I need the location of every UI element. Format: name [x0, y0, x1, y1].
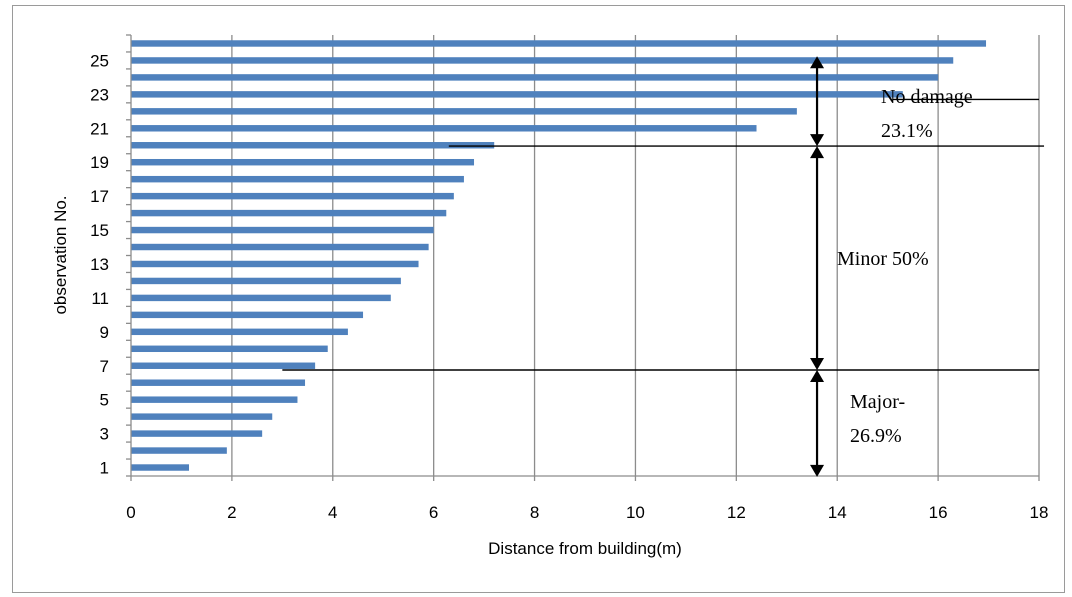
minor-arrow-head-top	[810, 146, 825, 159]
bars	[131, 40, 987, 471]
y-tick-label-5: 5	[100, 391, 109, 410]
bar-obs-2	[131, 447, 227, 454]
bar-obs-10	[131, 311, 364, 319]
x-tick-label-4: 4	[328, 503, 337, 522]
bar-obs-8	[131, 345, 328, 353]
bar-obs-13	[131, 260, 419, 268]
x-tick-label-14: 14	[828, 503, 847, 522]
annotation-no-damage-percent: 23.1%	[881, 120, 933, 142]
y-tick-label-19: 19	[90, 153, 109, 172]
bar-obs-3	[131, 430, 263, 437]
annotations: No damage 23.1% Minor 50% Major- 26.9%	[282, 56, 1045, 477]
bar-obs-15	[131, 226, 434, 234]
bar-obs-18	[131, 175, 464, 183]
y-tick-label-11: 11	[91, 289, 109, 308]
minor-arrow-head-bottom	[810, 357, 825, 370]
bar-obs-7	[131, 362, 316, 369]
x-tick-label-6: 6	[429, 503, 438, 522]
x-tick-label-8: 8	[530, 503, 539, 522]
y-tick-label-7: 7	[100, 357, 109, 376]
y-tick-label-25: 25	[90, 51, 109, 70]
major-arrow-head-top	[810, 369, 825, 382]
y-tick-label-13: 13	[90, 255, 109, 274]
y-tick-label-23: 23	[90, 85, 109, 104]
no-damage-arrow-head-bottom	[810, 134, 825, 147]
bar-obs-21	[131, 125, 757, 132]
x-tick-label-2: 2	[227, 503, 236, 522]
annotation-major-label: Major-	[850, 391, 905, 413]
x-tick-label-16: 16	[929, 503, 948, 522]
bar-obs-1	[131, 464, 190, 471]
annotation-no-damage-label: No damage	[881, 86, 973, 108]
bar-obs-11	[131, 294, 391, 302]
y-tick-label-15: 15	[90, 221, 109, 240]
x-axis-title: Distance from building(m)	[488, 539, 682, 558]
bar-obs-4	[131, 413, 273, 420]
bar-obs-6	[131, 379, 306, 386]
bar-obs-20	[131, 142, 495, 149]
y-tick-label-9: 9	[100, 323, 109, 342]
x-tick-label-18: 18	[1030, 503, 1049, 522]
bar-obs-17	[131, 192, 454, 200]
y-tick-label-17: 17	[90, 187, 109, 206]
major-arrow-head-bottom	[810, 464, 825, 477]
y-tick-label-21: 21	[90, 119, 109, 138]
bar-obs-23	[131, 91, 903, 98]
bar-obs-5	[131, 396, 298, 403]
bar-obs-22	[131, 108, 797, 115]
bar-obs-19	[131, 158, 475, 166]
bar-obs-12	[131, 277, 401, 285]
x-tick-label-10: 10	[626, 503, 645, 522]
y-tick-label-1: 1	[100, 459, 109, 478]
bar-obs-9	[131, 328, 348, 336]
y-axis-title: observation No.	[51, 195, 70, 314]
x-tick-label-12: 12	[727, 503, 746, 522]
y-tick-label-3: 3	[100, 425, 109, 444]
bar-obs-25	[131, 57, 954, 64]
bar-obs-14	[131, 243, 429, 251]
bar-obs-16	[131, 209, 447, 217]
bar-obs-24	[131, 74, 939, 81]
no-damage-arrow-head-top	[810, 56, 825, 69]
annotation-major-percent: 26.9%	[850, 425, 902, 447]
x-tick-label-0: 0	[126, 503, 135, 522]
bar-obs-26	[131, 40, 987, 47]
annotation-minor-label: Minor 50%	[837, 248, 929, 270]
